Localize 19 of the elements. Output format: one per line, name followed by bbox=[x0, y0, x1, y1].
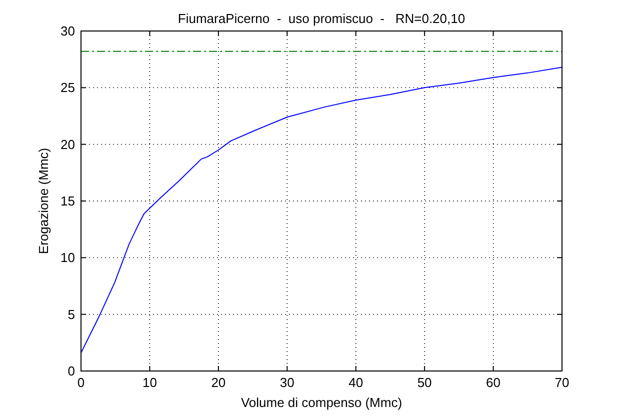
line-series bbox=[80, 66, 562, 354]
y-tick-label: 30 bbox=[60, 24, 75, 38]
x-tick-label: 20 bbox=[211, 375, 226, 390]
x-tick-label: 10 bbox=[142, 375, 157, 390]
x-tick-label: 70 bbox=[554, 375, 570, 390]
x-axis-title: Volume di compenso (Mmc) bbox=[240, 395, 402, 410]
y-axis-title: Erogazione (Mmc) bbox=[36, 148, 51, 254]
y-tick-label: 15 bbox=[60, 194, 75, 208]
y-tick-label: 25 bbox=[60, 80, 75, 96]
x-tick-label: 0 bbox=[77, 375, 85, 390]
y-tick-label: 10 bbox=[60, 250, 75, 266]
y-tick-label: 0 bbox=[68, 364, 75, 378]
y-tick-label: 20 bbox=[60, 136, 75, 152]
x-tick-label: 30 bbox=[280, 375, 294, 390]
x-tick-label: 50 bbox=[417, 375, 432, 390]
chart-title: FiumaraPicerno - uso promiscuo - RN=0.20,10 bbox=[178, 11, 466, 26]
x-tick-label: 40 bbox=[348, 375, 364, 390]
x-tick-label: 60 bbox=[486, 375, 501, 390]
y-tick-label: 5 bbox=[68, 306, 75, 322]
